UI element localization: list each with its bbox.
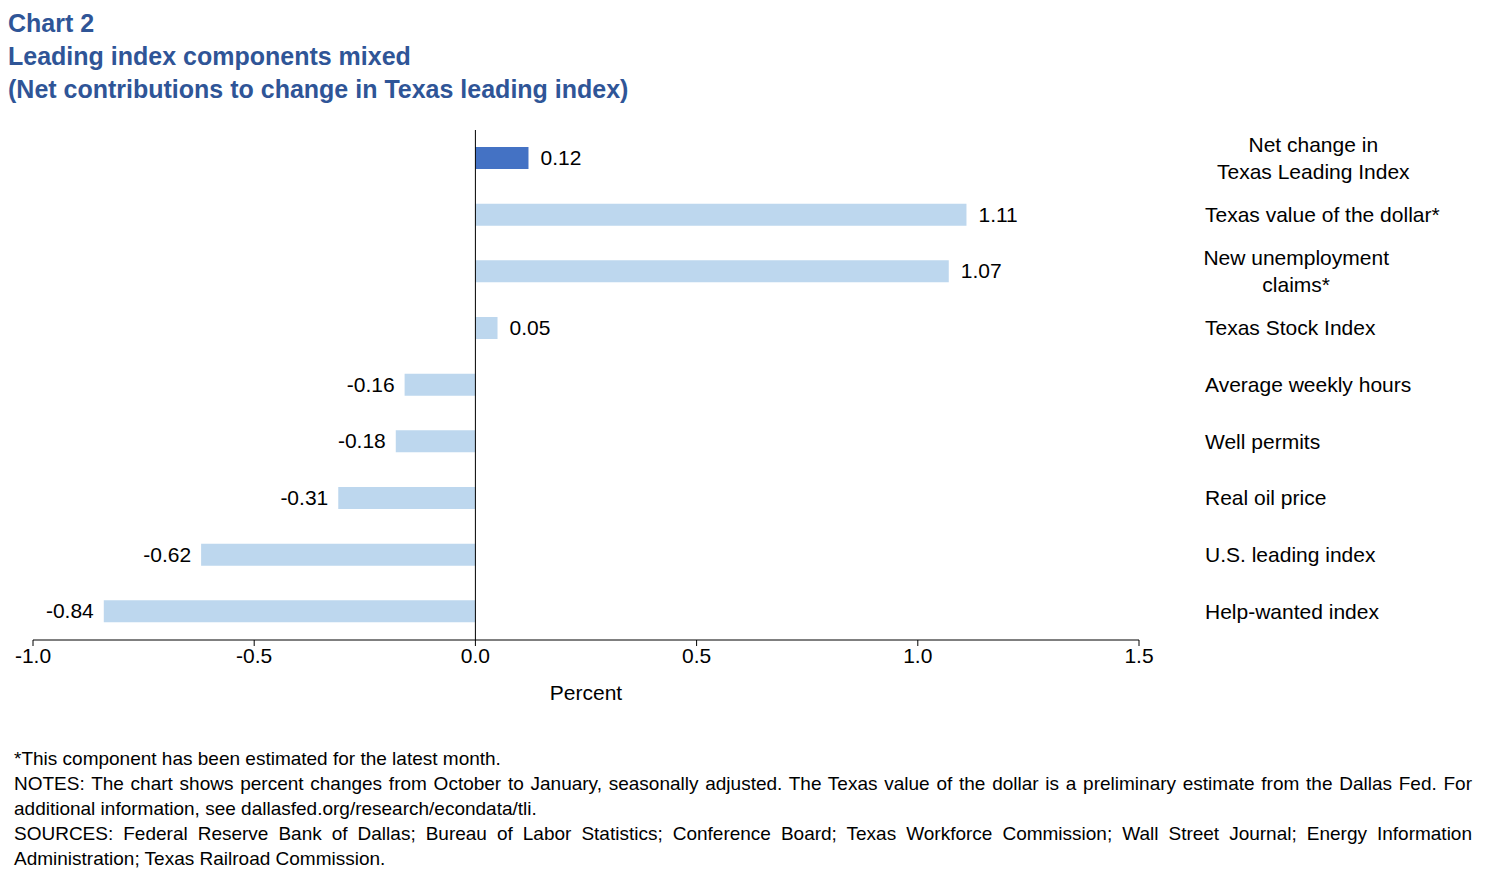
html-text:(Net contributions to change i: (Net contributions to change in Texas le…	[8, 75, 629, 103]
svg-text:Real oil price: Real oil price	[1205, 486, 1326, 509]
svg-text:1.11: 1.11	[978, 203, 1017, 226]
svg-text:Texas value of the dollar*: Texas value of the dollar*	[1205, 203, 1440, 226]
svg-text:Texas Stock Index: Texas Stock Index	[1205, 316, 1376, 339]
svg-text:Percent: Percent	[550, 681, 623, 704]
svg-text:1.5: 1.5	[1124, 644, 1153, 667]
svg-text:Average weekly hours: Average weekly hours	[1205, 373, 1411, 396]
svg-text:1.07: 1.07	[961, 259, 1002, 282]
html-text:NOTES: The chart shows percent: NOTES: The chart shows percent changes f…	[14, 773, 1472, 819]
html-text:Leading index components mixed: Leading index components mixed	[8, 42, 411, 70]
svg-text:0.05: 0.05	[510, 316, 551, 339]
svg-text:0.12: 0.12	[540, 146, 581, 169]
svg-text:-1.0: -1.0	[15, 644, 51, 667]
svg-text:claims*: claims*	[1262, 273, 1330, 296]
svg-text:-0.16: -0.16	[347, 373, 395, 396]
svg-text:-0.84: -0.84	[46, 599, 94, 622]
svg-text:New unemployment: New unemployment	[1203, 246, 1389, 269]
svg-text:0.5: 0.5	[682, 644, 711, 667]
html-text:Chart 2: Chart 2	[8, 9, 95, 37]
svg-text:U.S. leading index: U.S. leading index	[1205, 543, 1376, 566]
svg-text:1.0: 1.0	[903, 644, 932, 667]
svg-text:-0.62: -0.62	[143, 543, 191, 566]
html-text:SOURCES: Federal Reserve Bank: SOURCES: Federal Reserve Bank of Dallas;…	[14, 823, 1472, 869]
svg-text:Texas Leading Index: Texas Leading Index	[1217, 160, 1410, 183]
html-text:*This component has been estim: *This component has been estimated for t…	[14, 748, 501, 769]
svg-text:-0.31: -0.31	[280, 486, 328, 509]
svg-text:-0.5: -0.5	[236, 644, 272, 667]
svg-text:Net change in: Net change in	[1249, 133, 1379, 156]
svg-text:Well permits: Well permits	[1205, 430, 1320, 453]
svg-text:-0.18: -0.18	[338, 429, 386, 452]
svg-text:Help-wanted index: Help-wanted index	[1205, 600, 1379, 623]
svg-text:0.0: 0.0	[461, 644, 490, 667]
